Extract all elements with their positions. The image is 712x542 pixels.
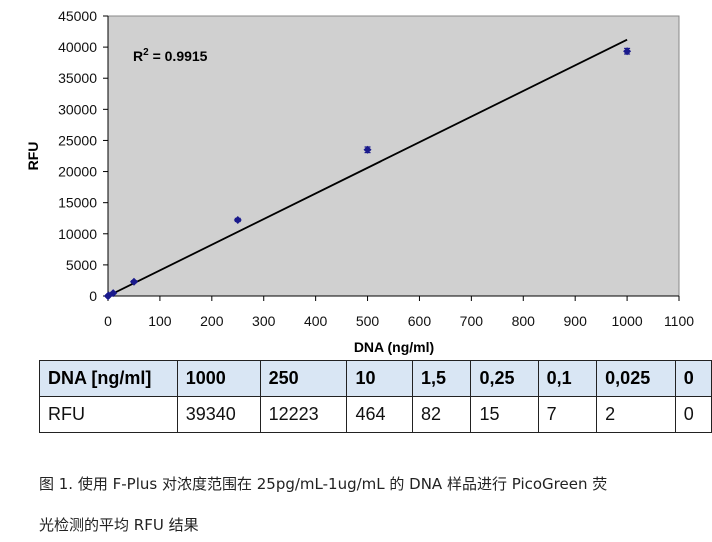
table-cell: 82 — [411, 396, 472, 433]
table-cell: 7 — [537, 396, 598, 433]
table-header-cell: 1000 — [176, 360, 261, 397]
x-tick-label: 1100 — [664, 313, 694, 329]
x-tick-label: 900 — [564, 313, 588, 329]
y-tick-label: 25000 — [58, 132, 97, 148]
y-tick-label: 15000 — [58, 195, 97, 211]
table-header-cell: DNA [ng/ml] — [39, 360, 178, 397]
table-cell: 12223 — [259, 396, 348, 433]
y-tick-label: 0 — [89, 288, 97, 304]
x-tick-label: 500 — [356, 313, 380, 329]
table-header-cell: 0,1 — [537, 360, 598, 397]
x-tick-label: 200 — [200, 313, 224, 329]
table-cell: 464 — [346, 396, 413, 433]
x-tick-label: 700 — [460, 313, 484, 329]
x-tick-label: 0 — [104, 313, 112, 329]
table-cell: RFU — [39, 396, 178, 433]
data-point — [129, 277, 138, 286]
y-tick-label: 10000 — [58, 226, 97, 242]
data-point — [363, 145, 372, 154]
table-header-cell: 0,025 — [596, 360, 676, 397]
y-axis-title: RFU — [25, 142, 41, 171]
table-header-cell: 0,25 — [470, 360, 539, 397]
x-tick-label: 400 — [304, 313, 328, 329]
scatter-chart: 0500010000150002000025000300003500040000… — [25, 8, 694, 355]
data-point — [623, 47, 632, 56]
data-point — [109, 289, 118, 298]
trendline — [107, 38, 628, 297]
y-tick-label: 5000 — [66, 257, 97, 273]
table-cell: 0 — [674, 396, 712, 433]
x-tick-label: 100 — [148, 313, 172, 329]
data-point — [233, 215, 242, 224]
y-tick-label: 35000 — [58, 70, 97, 86]
table-cell: 2 — [596, 396, 676, 433]
x-axis-title: DNA (ng/ml) — [354, 339, 434, 355]
y-tick-label: 30000 — [58, 101, 97, 117]
figure-caption-line-1: 图 1. 使用 F-Plus 对浓度范围在 25pg/mL-1ug/mL 的 D… — [39, 475, 608, 493]
x-axis-ticks: 0 100 200 300 400 500 600 700 800 900 1000 1100 — [104, 296, 694, 329]
y-axis-ticks: 0 5000 10000 15000 20000 25000 30000 35000 40000… — [58, 8, 108, 304]
y-tick-label: 40000 — [58, 39, 97, 55]
y-tick-label: 45000 — [58, 8, 97, 24]
table-header-cell: 10 — [346, 360, 413, 397]
table-cell: 39340 — [176, 396, 261, 433]
x-tick-label: 1000 — [612, 313, 643, 329]
r-squared-annotation: R2 = 0.9915 — [133, 47, 208, 64]
data-points — [104, 47, 632, 300]
x-tick-label: 600 — [408, 313, 432, 329]
y-tick-label: 20000 — [58, 164, 97, 180]
table-header-row: DNA [ng/ml] 1000 250 10 1,5 0,25 0,1 0,025 0 — [39, 360, 712, 397]
table-row: RFU 39340 12223 464 82 15 7 2 0 — [39, 396, 712, 433]
data-table: DNA [ng/ml] 1000 250 10 1,5 0,25 0,1 0,025 0 RFU… — [39, 360, 712, 433]
table-header-cell: 0 — [674, 360, 712, 397]
x-tick-label: 800 — [512, 313, 536, 329]
table-header-cell: 1,5 — [411, 360, 472, 397]
axes — [107, 16, 679, 297]
figure-caption-line-2: 光检测的平均 RFU 结果 — [39, 516, 199, 534]
x-tick-label: 300 — [252, 313, 276, 329]
table-cell: 15 — [470, 396, 539, 433]
table-header-cell: 250 — [259, 360, 348, 397]
